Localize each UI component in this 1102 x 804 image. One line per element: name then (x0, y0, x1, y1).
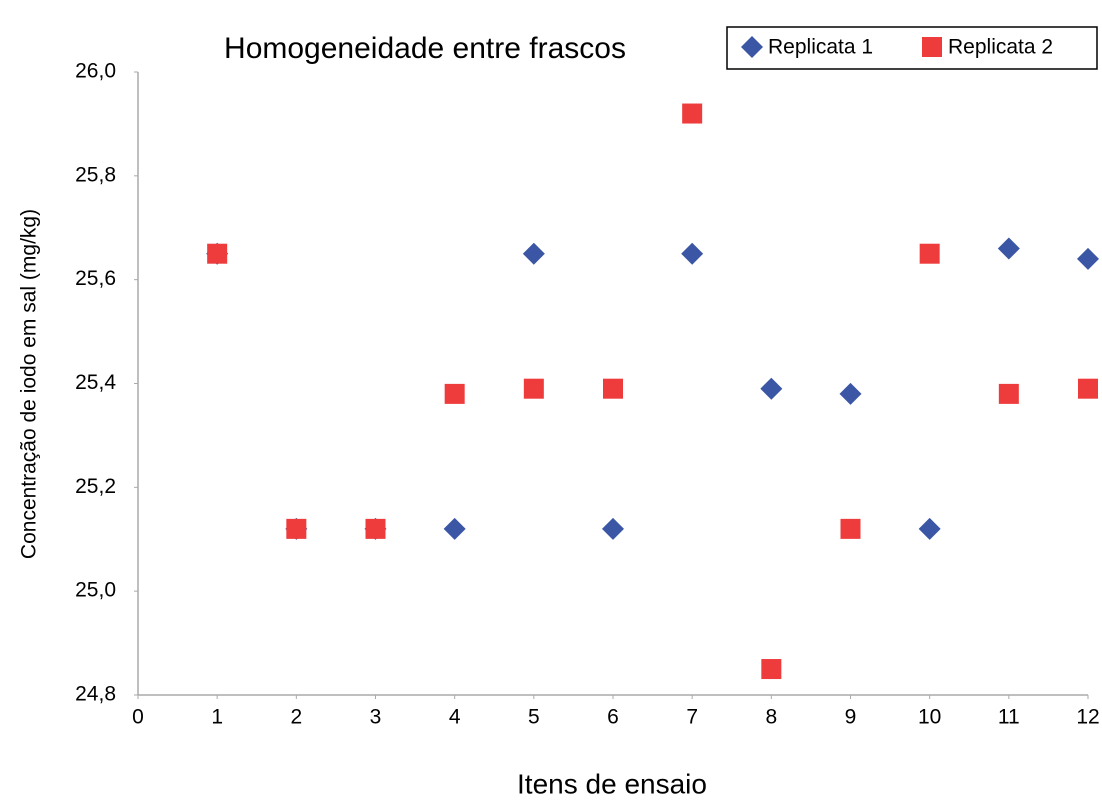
diamond-point (602, 517, 624, 540)
legend-marker (741, 36, 763, 58)
x-tick-label: 2 (290, 706, 302, 729)
x-axis-label: Itens de ensaio (517, 768, 707, 799)
x-tick-label: 3 (370, 706, 382, 729)
chart-title: Homogeneidade entre frascos (224, 32, 626, 65)
legend-marker (922, 37, 942, 57)
x-tick-label: 10 (918, 706, 941, 729)
diamond-point (760, 377, 783, 400)
x-tick-label: 6 (607, 706, 619, 729)
y-tick-label: 26,0 (75, 60, 116, 83)
y-axis-label: Concentração de iodo em sal (mg/kg) (18, 209, 41, 559)
x-tick-label: 5 (528, 706, 540, 729)
square-point (523, 378, 544, 399)
legend-label: Replicata 2 (948, 36, 1053, 59)
y-tick-label: 24,8 (75, 683, 116, 706)
y-tick-label: 25,0 (75, 579, 116, 602)
x-tick-label: 9 (845, 706, 857, 729)
y-tick-label: 25,2 (75, 475, 116, 498)
legend-label: Replicata 1 (768, 36, 873, 59)
square-point (365, 518, 386, 539)
square-point (761, 659, 782, 680)
diamond-point (681, 242, 704, 265)
y-tick-label: 25,8 (75, 163, 116, 186)
square-point (998, 383, 1019, 404)
x-tick-label: 11 (998, 706, 1020, 729)
square-point (603, 378, 623, 399)
legend-box (726, 26, 1098, 70)
square-point (919, 243, 940, 264)
diamond-point (918, 517, 941, 540)
x-tick-label: 4 (449, 706, 461, 729)
diamond-point (522, 242, 545, 265)
x-tick-label: 8 (765, 706, 777, 729)
diamond-point (997, 237, 1020, 260)
x-tick-label: 7 (686, 706, 698, 729)
x-tick-label: 0 (132, 706, 144, 729)
x-tick-label: 1 (211, 706, 223, 729)
diamond-point (839, 382, 862, 405)
x-tick-label: 12 (1076, 706, 1099, 729)
square-point (840, 518, 861, 539)
y-tick-label: 25,4 (75, 371, 116, 394)
square-point (286, 518, 307, 539)
square-point (682, 103, 703, 124)
diamond-point (443, 517, 466, 540)
square-point (207, 243, 228, 264)
y-tick-label: 25,6 (75, 267, 116, 290)
diamond-point (1077, 247, 1099, 270)
square-point (444, 383, 465, 404)
square-point (1078, 378, 1098, 399)
